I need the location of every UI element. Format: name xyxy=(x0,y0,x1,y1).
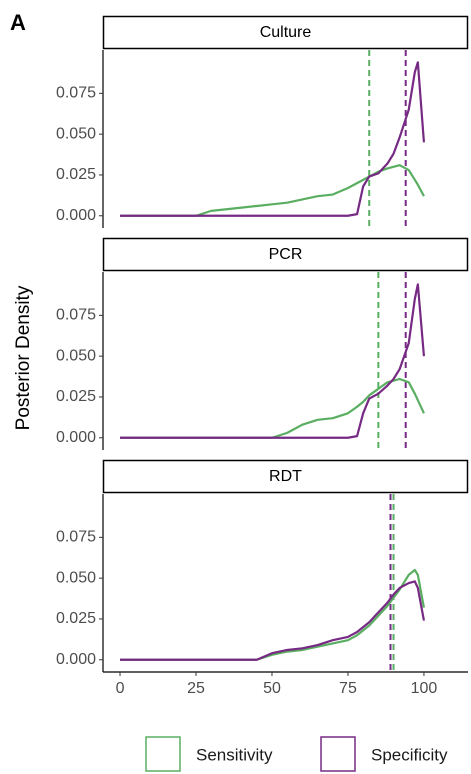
legend-label: Specificity xyxy=(371,745,448,764)
density-line xyxy=(120,580,426,661)
y-tick-label: 0.025 xyxy=(56,388,96,405)
y-tick-label: 0.000 xyxy=(56,207,96,224)
strip-title: PCR xyxy=(269,246,303,263)
strip-title: Culture xyxy=(260,24,312,41)
x-tick-label: 50 xyxy=(263,680,281,697)
y-tick-label: 0.050 xyxy=(56,347,96,364)
density-line xyxy=(120,377,425,439)
y-tick-label: 0.025 xyxy=(56,610,96,627)
legend-key xyxy=(145,736,181,772)
x-tick-label: 75 xyxy=(339,680,357,697)
strip xyxy=(102,15,469,50)
x-tick-label: 25 xyxy=(187,680,205,697)
density-line xyxy=(120,164,425,217)
density-line xyxy=(120,568,426,661)
y-tick-label: 0.000 xyxy=(56,651,96,668)
density-line xyxy=(120,61,426,217)
y-axis-label: Posterior Density xyxy=(13,285,34,430)
y-tick-label: 0.075 xyxy=(56,529,96,546)
y-tick-label: 0.075 xyxy=(56,307,96,324)
y-tick-label: 0.075 xyxy=(56,85,96,102)
y-tick-label: 0.050 xyxy=(56,125,96,142)
x-tick-label: 100 xyxy=(411,680,438,697)
strip-title: RDT xyxy=(269,468,302,485)
x-tick-label: 0 xyxy=(116,680,125,697)
figure-label: A xyxy=(10,10,26,35)
y-tick-label: 0.025 xyxy=(56,166,96,183)
y-tick-label: 0.050 xyxy=(56,569,96,586)
y-tick-label: 0.000 xyxy=(56,429,96,446)
density-line xyxy=(120,283,426,439)
legend-key xyxy=(320,736,356,772)
strip xyxy=(102,459,469,494)
legend-label: Sensitivity xyxy=(196,745,273,764)
strip xyxy=(102,237,469,272)
